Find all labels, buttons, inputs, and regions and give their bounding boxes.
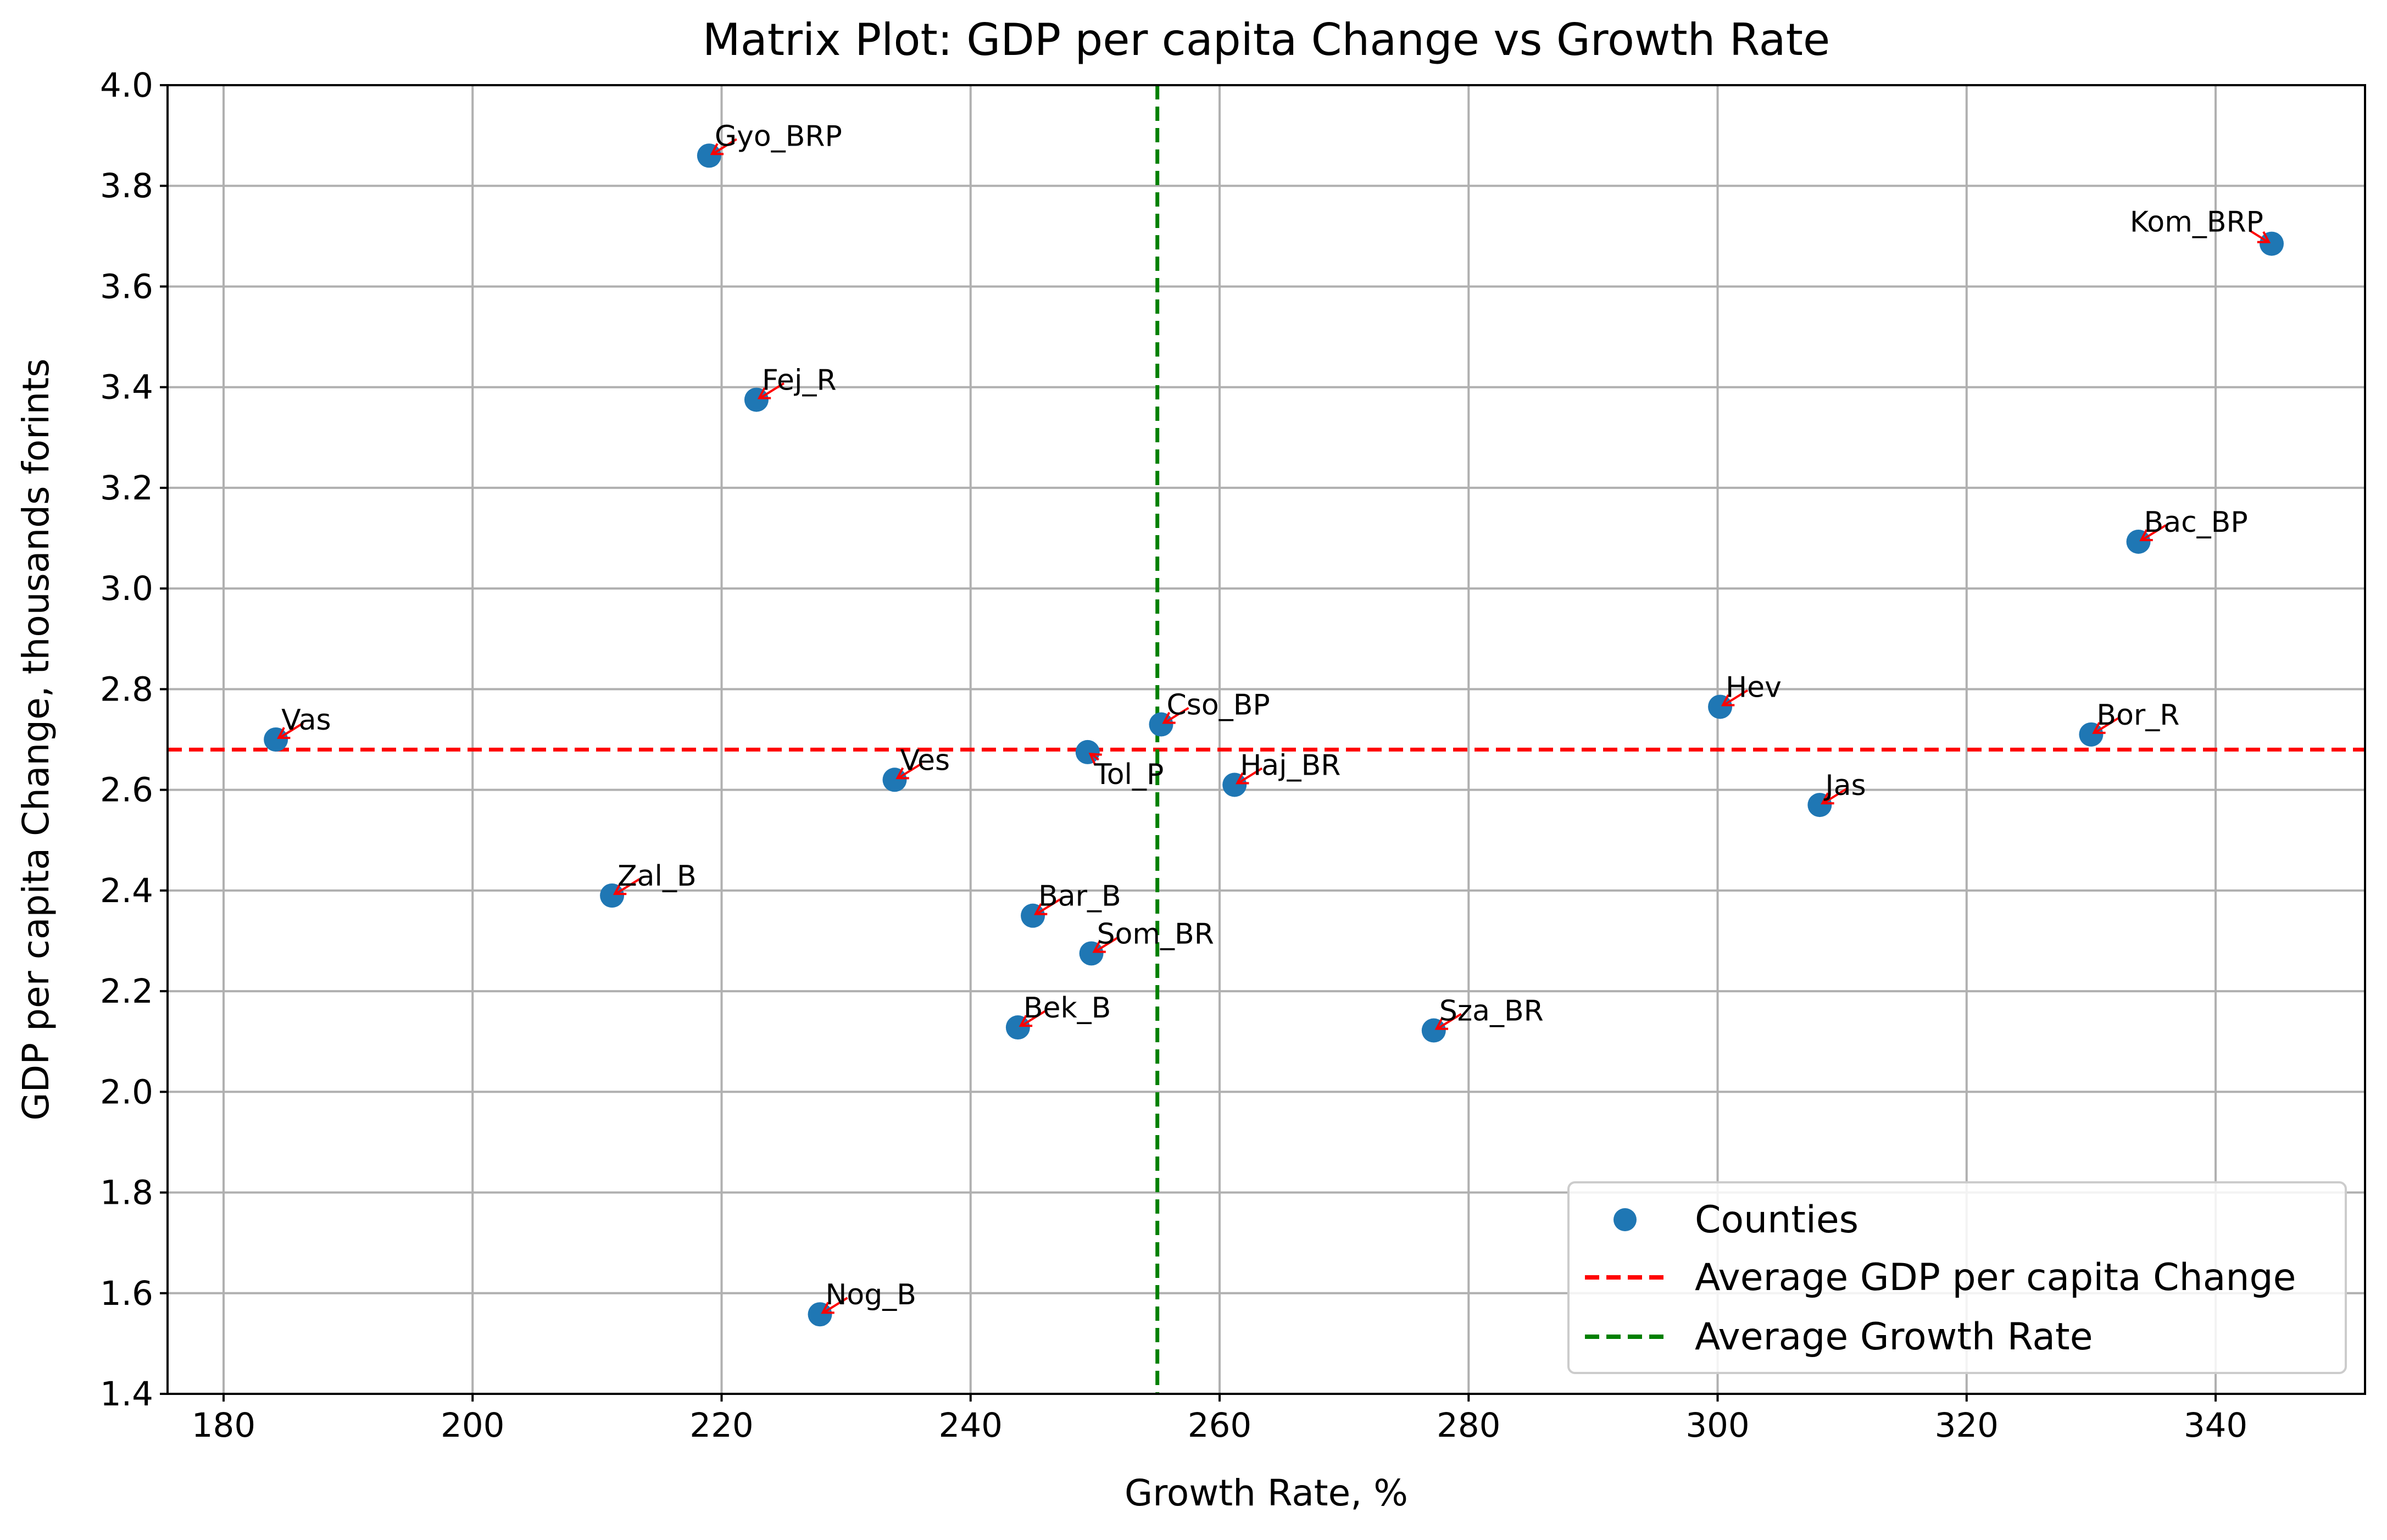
legend: Counties Average GDP per capita Change A… — [1567, 1181, 2347, 1374]
annotation-arrowhead — [2092, 722, 2106, 734]
legend-label-average-gdp-change: Average GDP per capita Change — [1695, 1256, 2296, 1299]
y-tick-label: 3.2 — [100, 469, 153, 508]
point-label: Cso_BP — [1166, 689, 1270, 722]
annotation-arrowhead — [1033, 903, 1048, 915]
annotation-arrow — [616, 878, 641, 894]
data-point — [1075, 740, 1100, 764]
y-tick-label: 2.8 — [100, 670, 153, 709]
y-tick-label: 1.6 — [100, 1274, 153, 1313]
annotation-arrow — [1437, 1013, 1462, 1030]
point-label: Bor_R — [2096, 699, 2179, 732]
annotation-arrow — [1165, 707, 1189, 724]
y-tick-label: 4.0 — [100, 66, 153, 105]
annotation-arrowhead — [2139, 529, 2153, 542]
reference-lines — [168, 85, 2365, 1394]
legend-label-average-growth-rate: Average Growth Rate — [1695, 1315, 2093, 1359]
x-tick-label: 200 — [441, 1406, 504, 1445]
point-label: Sza_BR — [1439, 995, 1544, 1028]
x-tick-label: 260 — [1188, 1406, 1251, 1445]
annotation-arrow — [1037, 898, 1061, 915]
annotation-arrowhead — [1434, 1018, 1449, 1030]
annotation-arrowhead — [1721, 694, 1735, 707]
annotation-arrow — [1724, 689, 1749, 706]
x-tick-label: 180 — [192, 1406, 255, 1445]
point-label: Tol_P — [1094, 758, 1164, 791]
point-label: Haj_BR — [1240, 749, 1340, 782]
annotation-arrowhead — [1088, 753, 1102, 765]
point-annotations: Gyo_BRP Kom_BRP Fej_R Bac_BP Hev Cso_BP Bor_R V… — [277, 120, 2271, 1314]
annotation-arrowhead — [277, 727, 291, 740]
annotation-arrowhead — [613, 883, 627, 896]
annotation-arrow — [1238, 767, 1263, 784]
y-tick-label: 3.0 — [100, 569, 153, 608]
annotation-arrow — [898, 762, 923, 779]
point-label: Vas — [281, 704, 331, 737]
annotation-arrowhead — [1092, 941, 1106, 953]
y-tick-label: 3.6 — [100, 267, 153, 306]
annotation-arrow — [2142, 524, 2167, 541]
y-tick-label: 2.2 — [100, 972, 153, 1011]
y-tick-label: 2.4 — [100, 871, 153, 910]
point-label: Zal_B — [617, 860, 697, 893]
annotation-arrowhead — [1019, 1015, 1033, 1027]
point-label: Som_BR — [1097, 918, 1214, 950]
plot-frame — [166, 84, 2366, 1395]
point-label: Ves — [900, 744, 950, 777]
x-tick-label: 220 — [689, 1406, 753, 1445]
annotation-arrowhead — [710, 143, 724, 155]
y-axis-title: GDP per capita Change, thousands forints — [15, 358, 57, 1120]
y-tick-label: 3.8 — [100, 166, 153, 205]
x-tick-label: 320 — [1935, 1406, 1999, 1445]
y-tick-label: 2.6 — [100, 771, 153, 810]
x-tick-label: 300 — [1685, 1406, 1749, 1445]
annotation-arrow — [280, 722, 304, 738]
y-tick-label: 3.4 — [100, 368, 153, 407]
annotation-arrow — [824, 1297, 848, 1313]
point-label: Hev — [1726, 671, 1782, 704]
annotation-arrow — [1095, 936, 1120, 953]
annotation-arrowhead — [821, 1302, 834, 1314]
y-tick-label: 1.4 — [100, 1375, 153, 1414]
annotation-arrow — [760, 382, 785, 399]
annotation-arrowhead — [895, 767, 909, 780]
annotation-arrowhead — [1236, 772, 1249, 785]
y-tick-label: 1.8 — [100, 1174, 153, 1213]
point-label: Bek_B — [1023, 992, 1111, 1025]
legend-box — [1567, 1181, 2347, 1374]
annotation-arrow — [1021, 1010, 1046, 1026]
annotation-arrow — [1823, 787, 1848, 804]
annotation-arrow — [713, 138, 737, 154]
annotation-arrow — [2249, 229, 2268, 243]
y-tick-label: 2.0 — [100, 1072, 153, 1111]
legend-label-counties: Counties — [1695, 1198, 1859, 1242]
x-tick-label: 240 — [939, 1406, 1003, 1445]
annotation-arrow — [2095, 717, 2119, 733]
point-label: Kom_BRP — [2130, 206, 2263, 239]
legend-marker-counties — [1613, 1208, 1637, 1231]
point-label: Fej_R — [762, 364, 837, 397]
axis-ticks: 180 200 220 240 260 280 300 320 340 1.4 1.6 1.8 2.0 2… — [100, 66, 2247, 1445]
annotation-arrowhead — [757, 387, 771, 399]
annotation-arrowhead — [1821, 792, 1834, 805]
x-axis-title: Growth Rate, % — [1125, 1472, 1408, 1514]
point-label: Jas — [1823, 769, 1866, 802]
point-label: Bar_B — [1038, 880, 1121, 913]
point-label: Gyo_BRP — [715, 120, 842, 153]
point-label: Nog_B — [826, 1278, 916, 1311]
x-tick-label: 280 — [1437, 1406, 1500, 1445]
point-label: Bac_BP — [2144, 506, 2248, 539]
chart-title: Matrix Plot: GDP per capita Change vs Gr… — [703, 14, 1830, 65]
x-tick-label: 340 — [2184, 1406, 2247, 1445]
annotation-arrowhead — [2257, 231, 2271, 243]
annotation-arrowhead — [1162, 711, 1176, 724]
